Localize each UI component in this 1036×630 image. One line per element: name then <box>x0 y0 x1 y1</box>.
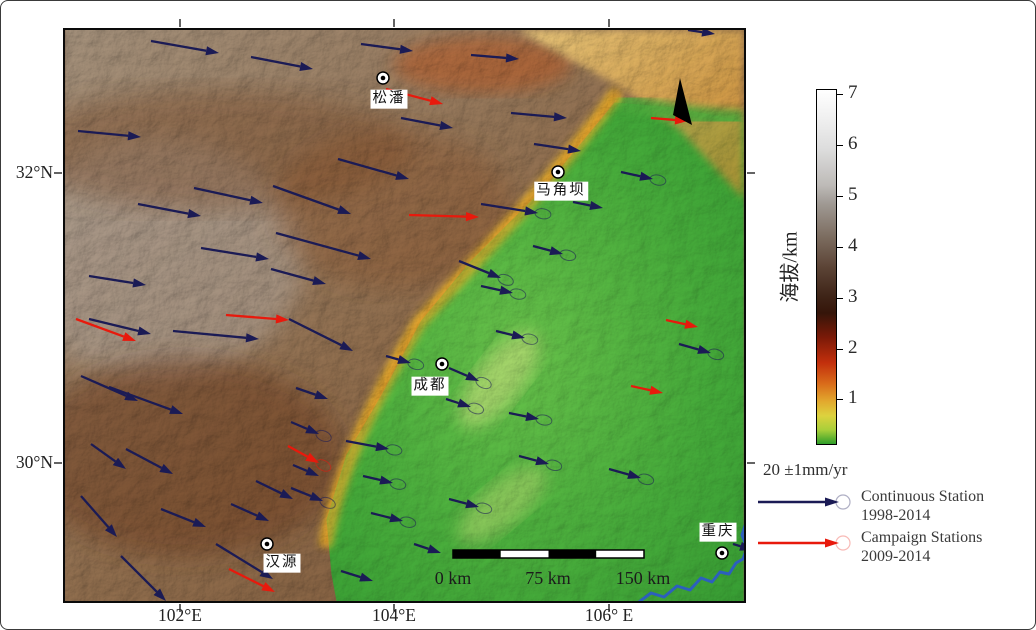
colorbar-tick <box>836 348 843 350</box>
city-label: 汉源 <box>263 553 301 573</box>
map-canvas <box>63 28 746 603</box>
legend-campaign-label: Campaign Stations <box>861 529 983 546</box>
legend-campaign-years: 2009-2014 <box>861 548 931 565</box>
colorbar-title: 海拔/km <box>779 231 802 303</box>
colorbar-tick-label: 1 <box>848 387 858 409</box>
lon-label: 104°E <box>372 605 416 625</box>
colorbar-tick <box>836 297 843 299</box>
city-label: 马角坝 <box>534 181 588 201</box>
city-label: 重庆 <box>699 522 737 542</box>
city-label: 成都 <box>411 376 449 396</box>
legend-continuous-years: 1998-2014 <box>861 507 931 524</box>
legend-scale-label: 20 ±1mm/yr <box>763 460 848 479</box>
lon-label: 102°E <box>158 605 202 625</box>
terrain-basemap <box>65 30 744 601</box>
legend-item-continuous: Continuous Station 1998-2014 <box>755 487 984 525</box>
colorbar-tick <box>836 246 843 248</box>
colorbar-tick-label: 3 <box>848 285 858 307</box>
colorbar-tick-label: 4 <box>848 234 858 256</box>
colorbar-tick-label: 5 <box>848 183 858 205</box>
lon-label: 106° E <box>584 605 634 625</box>
legend-continuous-label: Continuous Station <box>861 488 985 505</box>
lat-label: 30°N <box>15 452 53 472</box>
continuous-arrow-icon <box>758 494 851 510</box>
colorbar-tick <box>836 94 843 95</box>
colorbar-tick-label: 7 <box>848 82 858 103</box>
lat-label: 32°N <box>15 162 53 182</box>
colorbar-tick <box>836 399 843 401</box>
elevation-colorbar <box>816 89 837 445</box>
campaign-arrow-icon <box>758 535 851 551</box>
legend-item-campaign: Campaign Stations 2009-2014 <box>755 528 982 566</box>
city-label: 松潘 <box>370 89 408 109</box>
colorbar-tick <box>836 195 843 197</box>
colorbar-tick <box>836 144 843 146</box>
colorbar-tick-label: 2 <box>848 336 858 358</box>
colorbar-tick-label: 6 <box>848 132 858 154</box>
